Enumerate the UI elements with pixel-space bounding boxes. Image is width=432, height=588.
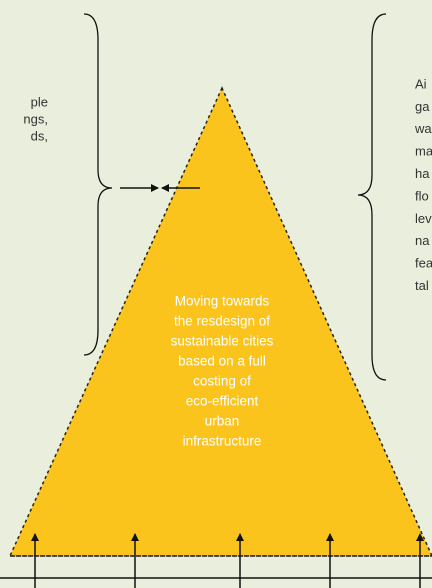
left-brace [83, 13, 113, 356]
text-line: flo [415, 188, 429, 203]
triangle [8, 86, 432, 557]
text-line: fea [415, 256, 432, 271]
text-line: na [415, 233, 430, 248]
text-line: lev [415, 211, 432, 226]
text-line: tal [415, 278, 429, 293]
text-line: sustainable cities [171, 334, 274, 349]
text-line: based on a full [178, 354, 266, 369]
text-line: Moving towards [175, 294, 270, 309]
text-line: eco-efficient [186, 394, 259, 409]
text-line: infrastructure [183, 434, 262, 449]
text-line: costing of [193, 374, 251, 389]
text-line: ngs, [23, 111, 48, 126]
text-line: urban [205, 414, 240, 429]
text-line: ga [415, 99, 430, 114]
text-line: the resdesign of [174, 314, 270, 329]
up-arrows [31, 533, 424, 588]
text-line: wa [414, 121, 432, 136]
text-line: Ai [415, 76, 427, 91]
text-line: ma [415, 144, 432, 159]
text-line: ha [415, 166, 430, 181]
text-line: ple [31, 94, 48, 109]
text-line: ds, [31, 128, 48, 143]
right-brace [357, 13, 387, 381]
